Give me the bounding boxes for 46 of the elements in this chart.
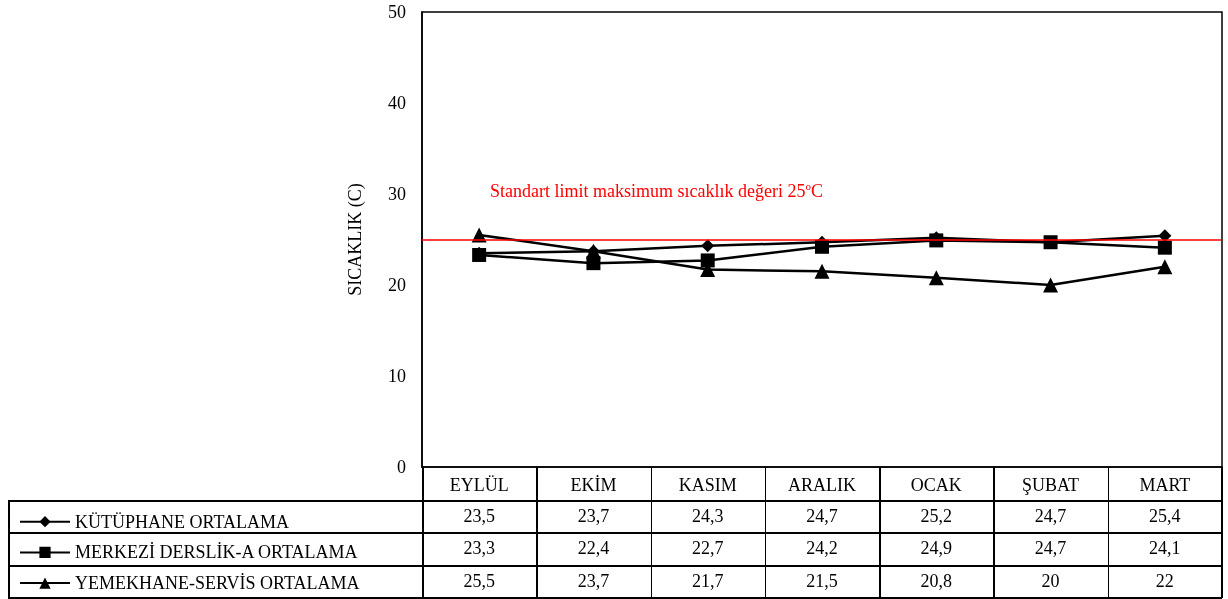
data-label: 20,8 [919,570,954,594]
y-axis-title: SICAKLIK (C) [345,183,366,296]
data-label: 22,7 [690,537,725,561]
point [1157,240,1172,255]
data-label: 25,4 [1148,504,1182,528]
y-tick-label: 20 [388,275,406,295]
x-tick-label: KASIM [678,475,737,495]
point [814,263,830,279]
data-label: 21,7 [690,570,725,594]
x-tick-label: MART [1139,475,1191,495]
point [1043,277,1059,293]
data-label: 24,9 [919,537,954,561]
data-label: 21,5 [805,570,839,594]
point [700,253,715,268]
data-label: 24,2 [805,537,839,561]
data-label: 22 [1154,570,1175,594]
data-label: 24,3 [690,504,725,528]
y-tick-label: 0 [397,457,406,477]
data-label: 24,7 [1033,537,1068,561]
data-label: 24,7 [1033,504,1068,528]
data-label: 20 [1040,570,1061,594]
x-tick-label: ŞUBAT [1022,475,1080,495]
y-tick-label: 10 [388,366,406,386]
data-label: 23,3 [462,537,496,561]
point [815,239,829,254]
point [928,270,944,286]
point [701,239,715,253]
data-label: 25,2 [919,504,954,528]
legend-label: KÜTÜPHANE ORTALAMA [75,511,289,532]
data-label: 22,4 [576,537,611,561]
x-tick-label: EYLÜL [449,475,509,495]
data-label: 24,1 [1148,537,1182,561]
data-label: 24,7 [805,504,839,528]
data-label: 23,7 [576,570,611,594]
x-tick-label: EKİM [570,475,617,495]
point [1157,259,1173,275]
y-tick-label: 40 [388,93,406,113]
legend-label: MERKEZİ DERSLİK-A ORTALAMA [75,542,358,563]
data-label: 23,5 [462,504,496,528]
legend-label: YEMEKHANE-SERVİS ORTALAMA [75,573,360,594]
x-tick-label: ARALIK [788,475,856,495]
y-tick-label: 30 [388,184,406,204]
data-label: 25,5 [462,570,496,594]
data-label: 23,7 [576,504,611,528]
y-tick-label: 50 [388,2,406,22]
x-tick-label: OCAK [910,475,962,495]
